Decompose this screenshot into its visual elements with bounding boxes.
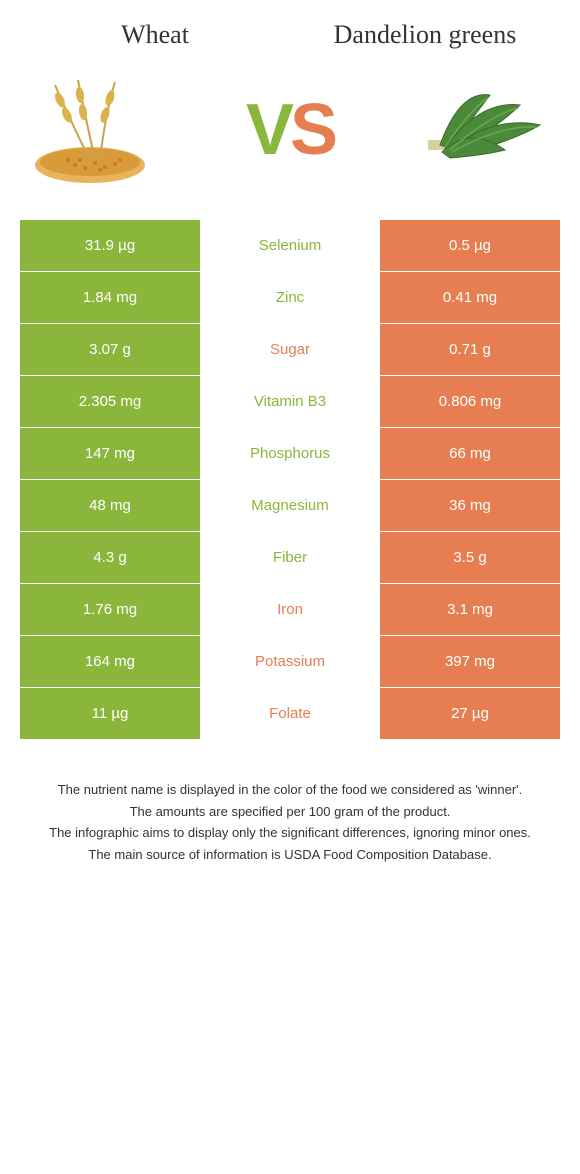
left-value-cell: 164 mg [20, 636, 200, 687]
right-value-cell: 3.5 g [380, 532, 560, 583]
right-value-cell: 0.806 mg [380, 376, 560, 427]
footnote-line: The nutrient name is displayed in the co… [30, 780, 550, 800]
header-titles: Wheat Dandelion greens [0, 0, 580, 60]
table-row: 11 µgFolate27 µg [20, 688, 560, 740]
footnote-line: The main source of information is USDA F… [30, 845, 550, 865]
nutrient-name-cell: Vitamin B3 [200, 376, 380, 427]
dandelion-greens-image [400, 70, 560, 190]
right-value-cell: 36 mg [380, 480, 560, 531]
nutrient-name-cell: Zinc [200, 272, 380, 323]
left-value-cell: 1.84 mg [20, 272, 200, 323]
left-value-cell: 3.07 g [20, 324, 200, 375]
left-value-cell: 11 µg [20, 688, 200, 739]
vs-v-letter: V [246, 94, 290, 166]
nutrient-name-cell: Phosphorus [200, 428, 380, 479]
right-value-cell: 3.1 mg [380, 584, 560, 635]
wheat-image [20, 70, 180, 190]
right-value-cell: 27 µg [380, 688, 560, 739]
hero-row: VS [0, 60, 580, 220]
table-row: 1.76 mgIron3.1 mg [20, 584, 560, 636]
left-food-title: Wheat [34, 20, 277, 50]
table-row: 1.84 mgZinc0.41 mg [20, 272, 560, 324]
left-value-cell: 48 mg [20, 480, 200, 531]
left-value-cell: 1.76 mg [20, 584, 200, 635]
table-row: 48 mgMagnesium36 mg [20, 480, 560, 532]
right-value-cell: 0.41 mg [380, 272, 560, 323]
nutrient-name-cell: Sugar [200, 324, 380, 375]
table-row: 2.305 mgVitamin B30.806 mg [20, 376, 560, 428]
footnotes: The nutrient name is displayed in the co… [0, 740, 580, 896]
nutrient-name-cell: Fiber [200, 532, 380, 583]
right-value-cell: 0.5 µg [380, 220, 560, 271]
table-row: 164 mgPotassium397 mg [20, 636, 560, 688]
footnote-line: The infographic aims to display only the… [30, 823, 550, 843]
right-food-title: Dandelion greens [304, 20, 547, 50]
right-value-cell: 66 mg [380, 428, 560, 479]
left-value-cell: 4.3 g [20, 532, 200, 583]
nutrient-name-cell: Selenium [200, 220, 380, 271]
left-value-cell: 2.305 mg [20, 376, 200, 427]
vs-label: VS [246, 94, 334, 166]
nutrient-name-cell: Folate [200, 688, 380, 739]
vs-s-letter: S [290, 94, 334, 166]
right-value-cell: 0.71 g [380, 324, 560, 375]
nutrient-comparison-table: 31.9 µgSelenium0.5 µg1.84 mgZinc0.41 mg3… [20, 220, 560, 740]
right-value-cell: 397 mg [380, 636, 560, 687]
table-row: 31.9 µgSelenium0.5 µg [20, 220, 560, 272]
table-row: 147 mgPhosphorus66 mg [20, 428, 560, 480]
footnote-line: The amounts are specified per 100 gram o… [30, 802, 550, 822]
nutrient-name-cell: Iron [200, 584, 380, 635]
nutrient-name-cell: Potassium [200, 636, 380, 687]
nutrient-name-cell: Magnesium [200, 480, 380, 531]
table-row: 4.3 gFiber3.5 g [20, 532, 560, 584]
table-row: 3.07 gSugar0.71 g [20, 324, 560, 376]
left-value-cell: 147 mg [20, 428, 200, 479]
left-value-cell: 31.9 µg [20, 220, 200, 271]
